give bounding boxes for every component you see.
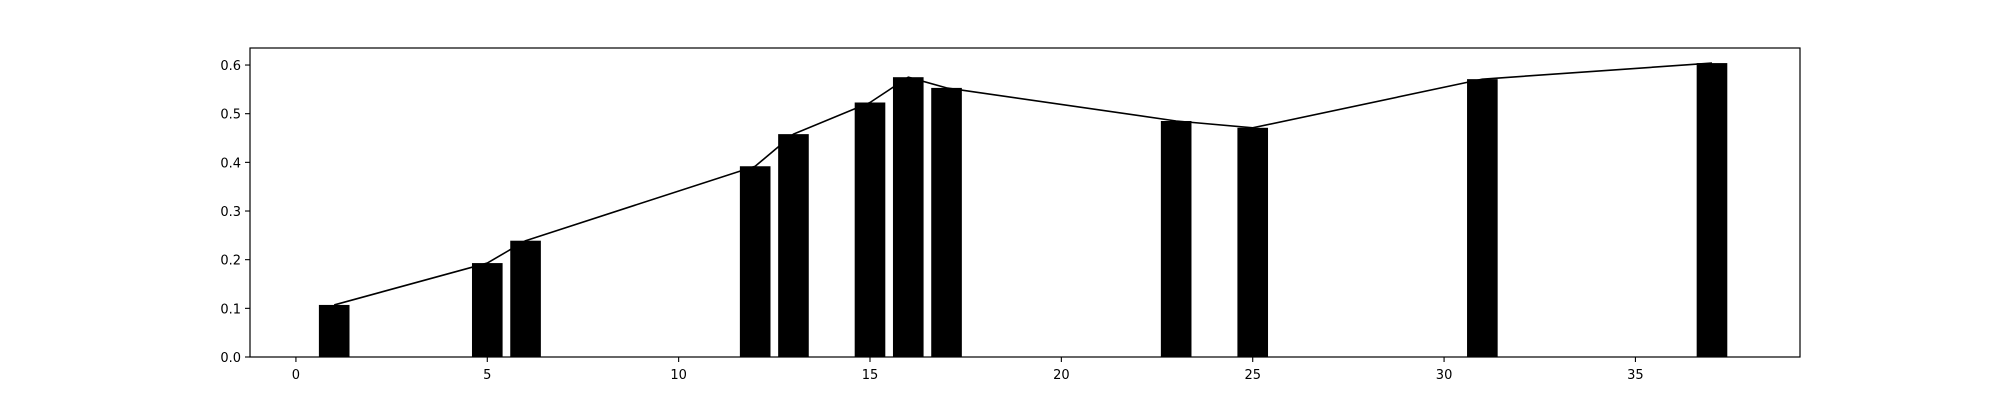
bar-16 (892, 77, 924, 357)
bar-15 (854, 102, 886, 357)
x-tick-label-0: 0 (292, 368, 300, 383)
y-tick-label-0.6: 0.6 (220, 59, 241, 74)
x-tick-label-20: 20 (1053, 368, 1070, 383)
bars-layer (318, 63, 1728, 358)
bar-37 (1696, 63, 1728, 358)
bar-5 (471, 263, 503, 357)
series-line (333, 62, 1713, 306)
x-tick-label-30: 30 (1436, 368, 1453, 383)
x-tick-label-5: 5 (483, 368, 491, 383)
bar-1 (318, 304, 350, 357)
bar-6 (510, 240, 541, 357)
y-tick-label-0.1: 0.1 (220, 302, 241, 317)
bar-13 (778, 134, 809, 357)
y-tick-label-0: 0.0 (220, 351, 241, 366)
line-layer (333, 62, 1713, 306)
x-tick-label-25: 25 (1244, 368, 1261, 383)
y-axis: 0.0 0.1 0.2 0.3 0.4 0.5 0.6 (220, 59, 250, 366)
y-tick-label-0.4: 0.4 (220, 156, 241, 171)
x-tick-label-10: 10 (670, 368, 687, 383)
bar-25 (1237, 127, 1269, 357)
x-axis: 0 5 10 15 20 25 30 35 (292, 357, 1644, 383)
bar-12 (739, 166, 771, 357)
bar-17 (931, 87, 962, 358)
y-tick-label-0.2: 0.2 (220, 254, 241, 269)
bar-31 (1467, 79, 1498, 357)
y-tick-label-0.5: 0.5 (220, 108, 241, 123)
bar-23 (1160, 120, 1192, 358)
plot-frame (249, 47, 1801, 358)
x-tick-label-15: 15 (862, 368, 879, 383)
x-tick-label-35: 35 (1627, 368, 1644, 383)
y-tick-label-0.3: 0.3 (220, 205, 241, 220)
